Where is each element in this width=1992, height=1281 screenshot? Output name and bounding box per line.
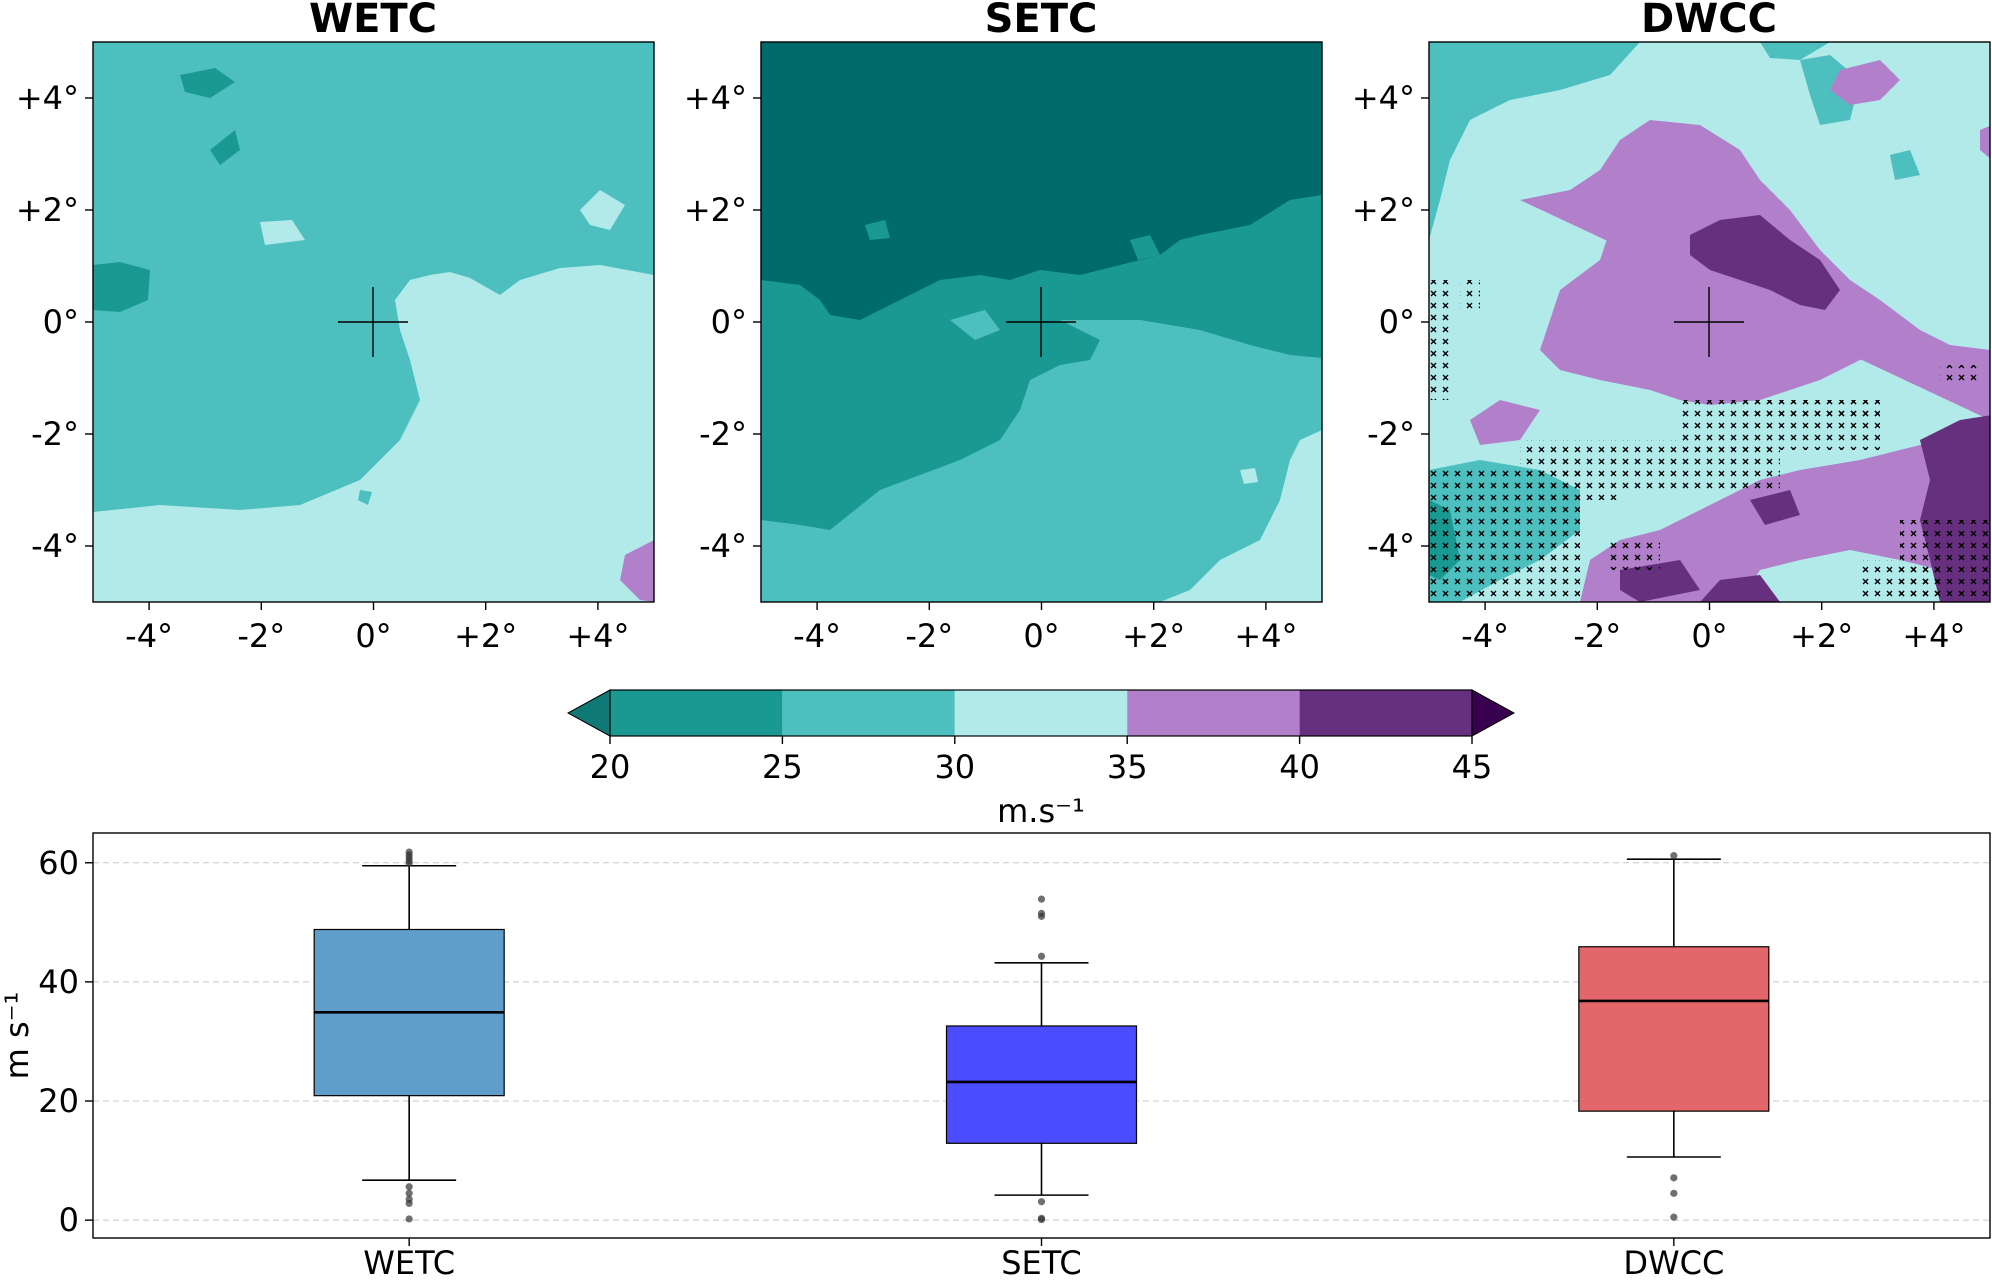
y-axis-label: m s⁻¹ [0, 992, 36, 1080]
x-tick-label: -4° [1461, 617, 1509, 655]
x-tick-label: -2° [1573, 617, 1621, 655]
outlier-point [405, 1215, 413, 1223]
outlier-point [1037, 1214, 1046, 1222]
map-panel-wetc: WETC -4° -2° 0° +2° +4° +4° +2° 0° -2° -4° [16, 0, 655, 655]
outlier-point [1670, 1189, 1678, 1197]
outlier-point [1670, 1174, 1678, 1182]
boxplot-chart: 0 20 40 60 WETC SETC DWCC m s⁻¹ [0, 832, 1991, 1281]
y-tick-label: +4° [1352, 79, 1415, 117]
box-wetc [313, 848, 505, 1223]
colorbar-tick-label: 20 [590, 748, 631, 786]
outlier-point [1670, 1213, 1678, 1221]
y-tick-label: +4° [16, 79, 79, 117]
y-tick-label: +2° [16, 191, 79, 229]
x-tick-label: -2° [905, 617, 953, 655]
colorbar-tick-label: 25 [762, 748, 803, 786]
y-tick-label: 40 [38, 963, 79, 1001]
y-tick-label: -4° [31, 527, 79, 565]
panel-title-dwcc: DWCC [1641, 0, 1777, 42]
y-tick-label: +4° [684, 79, 747, 117]
y-tick-label: 0° [43, 303, 79, 341]
y-tick-label: 0° [711, 303, 747, 341]
y-tick-label: -2° [31, 415, 79, 453]
y-tick-label: +2° [684, 191, 747, 229]
center-cross-setc [1006, 287, 1076, 357]
center-cross-dwcc [1674, 287, 1744, 357]
outlier-point [405, 1189, 413, 1197]
x-tick-label: +4° [1234, 617, 1297, 655]
outlier-point [1670, 852, 1678, 860]
colorbar-frame [609, 689, 1473, 737]
colorbar-band [1127, 690, 1300, 736]
panel-title-setc: SETC [985, 0, 1098, 42]
x-tick-label: -4° [125, 617, 173, 655]
colorbar-band [782, 690, 955, 736]
y-tick-label: 0° [1379, 303, 1415, 341]
boxplot-frame [92, 832, 1991, 1239]
x-tick-label: -4° [793, 617, 841, 655]
x-tick-label: +2° [1122, 617, 1185, 655]
colorbar-extend-high [1471, 689, 1516, 737]
outlier-point [1037, 909, 1046, 918]
y-tick-label: -2° [699, 415, 747, 453]
y-tick-label: 60 [38, 844, 79, 882]
x-tick-label: 0° [1691, 617, 1727, 655]
map-panel-dwcc: DWCC [1352, 0, 1991, 655]
colorbar-band [610, 690, 783, 736]
x-tick-label: 0° [355, 617, 391, 655]
x-tick-label: -2° [237, 617, 285, 655]
outlier-point [1037, 895, 1046, 903]
y-tick-label: 20 [38, 1082, 79, 1120]
outlier-point [1037, 952, 1046, 960]
box-setc [945, 895, 1138, 1224]
y-tick-label: -2° [1367, 415, 1415, 453]
x-tick-label: +4° [566, 617, 629, 655]
x-tick-label: +2° [1790, 617, 1853, 655]
colorbar-tick-label: 40 [1279, 748, 1320, 786]
x-tick-label: SETC [1001, 1244, 1082, 1277]
colorbar-tick-label: 35 [1107, 748, 1148, 786]
colorbar: 20 25 30 35 40 45 m.s⁻¹ [566, 689, 1516, 830]
center-cross-wetc [338, 287, 408, 357]
y-tick-label: -4° [1367, 527, 1415, 565]
colorbar-tick-label: 30 [934, 748, 975, 786]
y-tick-label: +2° [1352, 191, 1415, 229]
box-dwcc [1578, 852, 1770, 1221]
outlier-point [1037, 1198, 1046, 1206]
outlier-point [405, 848, 413, 856]
map-panel-setc: SETC -4° -2° 0° +2° +4° +4° +2° 0° -2° -4° [684, 0, 1323, 655]
x-tick-label: 0° [1023, 617, 1059, 655]
colorbar-tick-label: 45 [1452, 748, 1493, 786]
contour-field-setc [761, 42, 1322, 602]
colorbar-label: m.s⁻¹ [997, 792, 1085, 830]
x-tick-label: DWCC [1623, 1244, 1724, 1277]
x-tick-label: WETC [363, 1244, 455, 1277]
outlier-point [405, 1183, 413, 1191]
colorbar-extend-low [566, 689, 611, 737]
panel-title-wetc: WETC [309, 0, 437, 42]
y-tick-label: -4° [699, 527, 747, 565]
x-tick-label: +4° [1902, 617, 1965, 655]
outlier-point [405, 1195, 413, 1203]
contour-field-wetc [93, 42, 654, 602]
box-iqr [945, 1025, 1138, 1144]
y-tick-label: 0 [59, 1201, 79, 1239]
colorbar-band [1299, 690, 1472, 736]
box-iqr [1578, 946, 1770, 1112]
x-tick-label: +2° [454, 617, 517, 655]
colorbar-band [954, 690, 1128, 736]
